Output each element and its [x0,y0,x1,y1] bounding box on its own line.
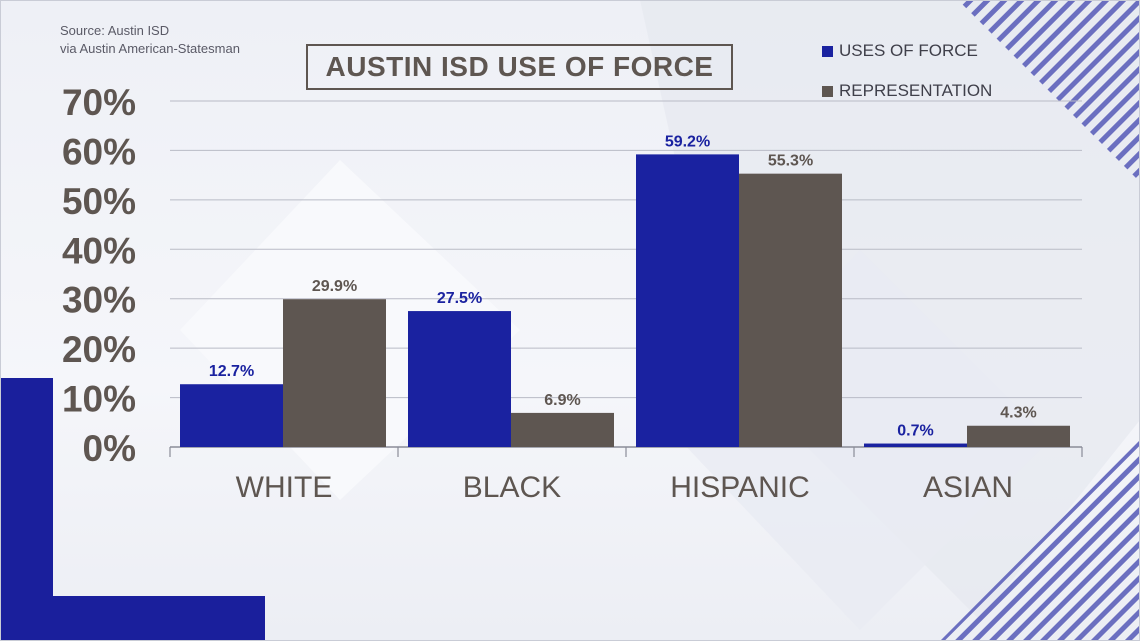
y-tick-label: 70% [62,82,136,123]
category-label: BLACK [463,471,561,504]
data-label: 12.7% [209,363,254,380]
category-label: HISPANIC [670,471,809,504]
bar-uses-of-force [636,154,739,447]
bottom-right-stripes [940,440,1140,641]
bar-uses-of-force [180,384,283,447]
legend-label-representation: REPRESENTATION [839,81,993,100]
data-label: 55.3% [768,153,813,170]
data-label: 6.9% [544,392,580,409]
source-line-1: Source: Austin ISD [60,23,170,38]
data-label: 27.5% [437,290,482,307]
y-tick-label: 10% [62,379,136,420]
bar-representation [967,425,1070,447]
data-label: 59.2% [665,133,710,150]
bar-uses-of-force [408,311,511,447]
y-tick-label: 60% [62,131,136,172]
legend: USES OF FORCE REPRESENTATION [822,31,992,111]
legend-item-uses-of-force: USES OF FORCE [822,31,992,71]
chart-title: AUSTIN ISD USE OF FORCE [306,44,733,90]
y-tick-label: 0% [83,428,136,469]
category-label: ASIAN [923,471,1013,504]
category-label: WHITE [236,471,333,504]
source-line-2: via Austin American-Statesman [60,41,240,56]
legend-item-representation: REPRESENTATION [822,71,992,111]
y-tick-label: 30% [62,280,136,321]
y-tick-label: 40% [62,230,136,271]
bar-representation [511,412,614,447]
bar-representation [739,173,842,447]
data-label: 0.7% [897,423,933,440]
bar-uses-of-force [864,443,967,447]
y-tick-label: 50% [62,181,136,222]
bottom-accent-bar [0,596,265,641]
data-label: 29.9% [312,278,357,295]
y-tick-label: 20% [62,329,136,370]
bar-representation [283,299,386,447]
legend-label-uses-of-force: USES OF FORCE [839,41,978,60]
source-note: Source: Austin ISD via Austin American-S… [60,22,240,58]
legend-swatch-uses-of-force [822,45,833,57]
legend-swatch-representation [822,85,833,97]
top-right-stripes [958,0,1140,182]
data-label: 4.3% [1000,405,1036,422]
